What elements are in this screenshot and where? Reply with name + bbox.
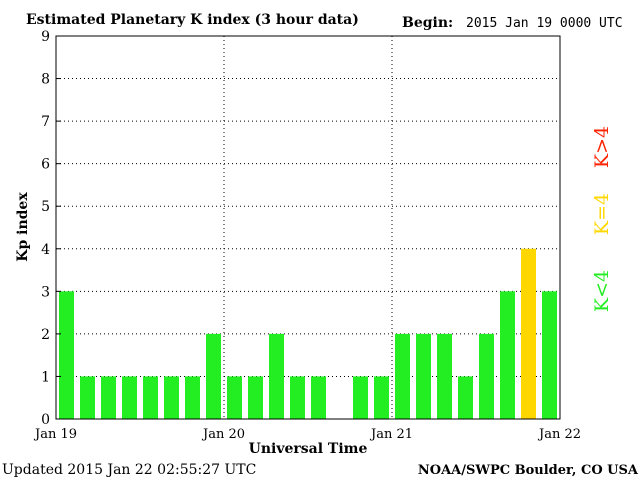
y-tick-label: 8 [41, 72, 50, 88]
kp-bar [290, 376, 305, 419]
credit-text: NOAA/SWPC Boulder, CO USA [418, 463, 639, 478]
kp-bar [416, 333, 431, 419]
updated-timestamp: Updated 2015 Jan 22 02:55:27 UTC [2, 462, 256, 478]
begin-value: 2015 Jan 19 0000 UTC [466, 16, 623, 31]
kp-bar [500, 291, 515, 419]
bar-series [59, 248, 557, 419]
legend-active: K=4 [591, 193, 613, 235]
y-tick-label: 3 [41, 284, 50, 300]
y-tick-label: 6 [41, 157, 50, 173]
y-axis-label: Kp index [15, 192, 31, 262]
kp-bar [59, 291, 74, 419]
x-tick-label: Jan 22 [537, 427, 581, 442]
kp-bar [80, 376, 95, 419]
kp-bar [521, 248, 536, 419]
kp-bar [353, 376, 368, 419]
kp-bar [206, 333, 221, 419]
kp-bar [164, 376, 179, 419]
legend-quiet: K<4 [591, 270, 613, 312]
y-tick-labels: 0 1 2 3 4 5 6 7 8 9 [41, 29, 61, 428]
plot-frame [55, 35, 561, 420]
begin-label: Begin: [402, 15, 453, 31]
kp-bar [101, 376, 116, 419]
y-tick-label: 0 [41, 412, 50, 428]
kp-bar [542, 291, 557, 419]
y-tick-label: 9 [41, 29, 50, 45]
y-tick-label: 5 [41, 199, 50, 215]
kp-bar [227, 376, 242, 419]
kp-bar [122, 376, 137, 419]
y-tick-label: 2 [41, 327, 50, 343]
x-tick-label: Jan 19 [33, 427, 77, 442]
chart-title: Estimated Planetary K index (3 hour data… [26, 12, 359, 28]
x-tick-label: Jan 21 [369, 427, 413, 442]
kp-bar [185, 376, 200, 419]
y-tick-label: 1 [41, 369, 50, 385]
kp-bar [269, 333, 284, 419]
x-tick-labels: Jan 19 Jan 20 Jan 21 Jan 22 [33, 427, 581, 442]
kp-bar [458, 376, 473, 419]
kp-bar [437, 333, 452, 419]
kp-bar [143, 376, 158, 419]
y-tick-label: 4 [41, 242, 50, 258]
x-axis-label: Universal Time [249, 441, 368, 457]
y-tick-label: 7 [41, 114, 50, 130]
kp-bar [374, 376, 389, 419]
kp-bar [395, 333, 410, 419]
x-tick-label: Jan 20 [201, 427, 245, 442]
kp-bar [248, 376, 263, 419]
legend-storm: K>4 [591, 126, 613, 168]
kp-bar [311, 376, 326, 419]
kp-bar [479, 333, 494, 419]
grid-lines [56, 36, 560, 419]
